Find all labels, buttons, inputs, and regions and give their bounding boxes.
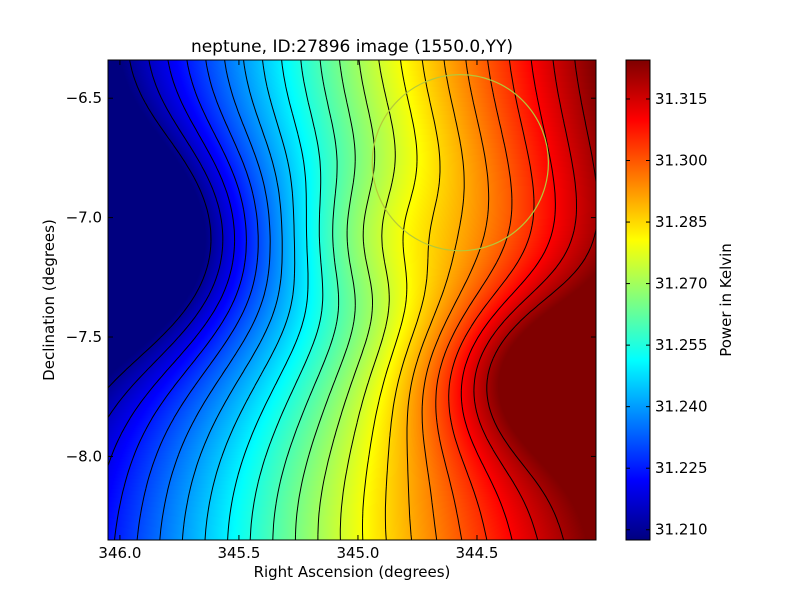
colorbar-tick-label: 31.210 xyxy=(655,521,708,539)
contour-level-8 xyxy=(227,60,309,540)
contour-level-16 xyxy=(406,60,465,540)
x-tick-label: 345.5 xyxy=(217,544,260,562)
colorbar-tick-label: 31.315 xyxy=(655,90,708,108)
y-axis: −6.5 −7.0 −7.5 −8.0 xyxy=(66,89,596,465)
contour-level-12 xyxy=(317,60,376,540)
x-axis: 346.0 345.5 345.0 344.5 xyxy=(98,60,498,562)
x-tick-label: 344.5 xyxy=(455,544,498,562)
contour-level-5 xyxy=(159,60,271,540)
contour-level-1 xyxy=(108,60,224,418)
y-tick-label: −6.5 xyxy=(66,89,102,107)
x-axis-label: Right Ascension (degrees) xyxy=(254,563,451,581)
colorbar-tick-label: 31.285 xyxy=(655,213,708,231)
contour-level-18 xyxy=(435,60,513,540)
y-tick-label: −8.0 xyxy=(66,447,102,465)
y-axis-label: Declination (degrees) xyxy=(40,219,58,381)
contour-lines xyxy=(108,60,596,540)
colorbar-tick-label: 31.255 xyxy=(655,336,708,354)
x-tick-label: 346.0 xyxy=(98,544,141,562)
contour-level-21 xyxy=(473,60,577,540)
colorbar xyxy=(625,59,651,541)
colorbar-tick-label: 31.270 xyxy=(655,275,708,293)
contour-level-3 xyxy=(114,60,247,540)
colorbar-tick-label: 31.225 xyxy=(655,459,708,477)
y-tick-label: −7.0 xyxy=(66,209,102,227)
y-tick-label: −7.5 xyxy=(66,328,102,346)
contour-level-11 xyxy=(294,60,356,540)
colorbar-tick-label: 31.300 xyxy=(655,152,708,170)
plot-frame xyxy=(107,59,597,541)
contour-level-20 xyxy=(460,60,556,540)
contour-level-14 xyxy=(362,60,418,540)
heatmap-image xyxy=(108,60,596,540)
target-circle xyxy=(371,74,549,252)
x-tick-label: 345.0 xyxy=(336,544,379,562)
chart-title: neptune, ID:27896 image (1550.0,YY) xyxy=(191,37,513,57)
colorbar-ticks: 31.210 31.225 31.240 31.255 31.270 31.285 31.3… xyxy=(626,90,708,539)
colorbar-label: Power in Kelvin xyxy=(717,243,735,357)
contour-level-4 xyxy=(136,60,259,540)
contour-level-15 xyxy=(384,60,441,540)
contour-level-2 xyxy=(108,60,236,466)
contour-level-19 xyxy=(448,60,535,540)
contour-level-7 xyxy=(204,60,296,540)
colorbar-tick-label: 31.240 xyxy=(655,398,708,416)
contour-level-9 xyxy=(249,60,324,540)
contour-level-10 xyxy=(272,60,340,540)
